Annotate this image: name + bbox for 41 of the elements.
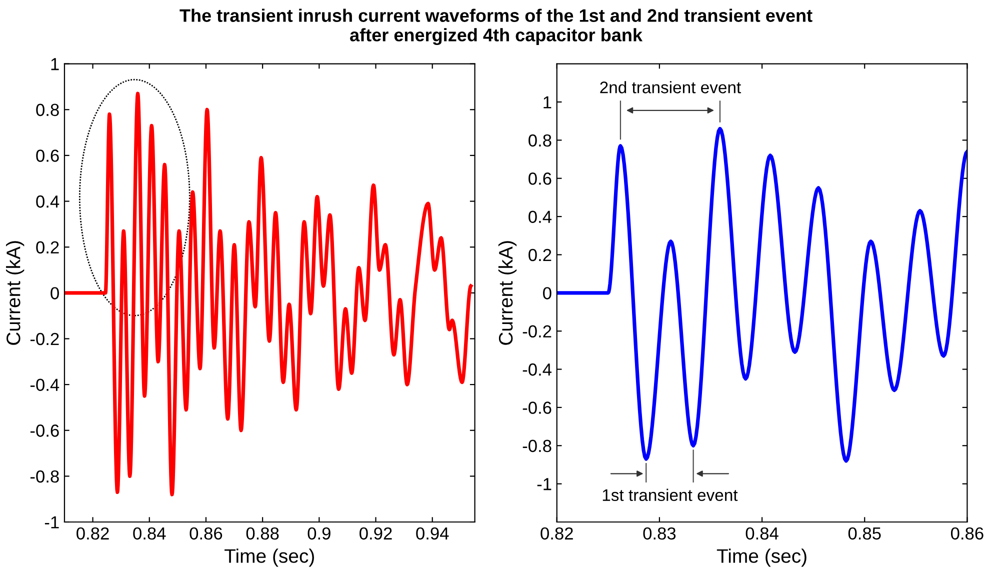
y-tick-label: 0.2 [528, 248, 552, 262]
y-tick-label: -0.6 [30, 424, 59, 437]
annotation: 1st transient event [602, 488, 738, 502]
y-tick-label: -0.8 [30, 470, 59, 483]
y-tick-label: -1 [44, 516, 59, 528]
x-tick-label: 0.94 [416, 527, 449, 540]
y-tick-label: 0.4 [36, 195, 60, 208]
y-tick-label: 0.8 [36, 104, 59, 116]
x-tick-label: 0.83 [643, 527, 676, 540]
y-tick-label: -0.4 [522, 363, 552, 376]
y-tick-label: -1 [537, 478, 552, 490]
y-tick-label: -0.2 [30, 332, 59, 346]
y-tick-label: 0 [543, 287, 552, 300]
y-axis-title: Current (kA) [6, 241, 24, 345]
x-tick-label: 0.92 [360, 527, 392, 540]
y-tick-label: 0.2 [36, 241, 59, 254]
x-axis-title: Time (sec) [716, 548, 806, 567]
y-tick-label: -0.6 [522, 402, 552, 414]
y-axis-title: Current (kA) [498, 241, 517, 345]
y-tick-label: 1 [51, 58, 59, 70]
x-tick-label: 0.86 [190, 527, 222, 540]
x-tick-label: 0.82 [540, 527, 573, 540]
x-tick-label: 0.82 [76, 527, 109, 540]
y-tick-label: -0.2 [522, 325, 552, 338]
x-axis-title: Time (sec) [224, 548, 314, 567]
x-tick-label: 0.86 [950, 527, 984, 540]
y-tick-label: 0 [50, 287, 59, 300]
x-tick-label: 0.84 [133, 527, 166, 540]
y-tick-label: 0.8 [528, 134, 552, 147]
x-tick-label: 0.85 [848, 527, 881, 540]
y-tick-label: 0.4 [528, 210, 552, 223]
y-tick-label: 0.6 [36, 150, 59, 162]
x-tick-label: 0.9 [308, 527, 330, 540]
x-tick-label: 0.88 [246, 527, 279, 540]
y-tick-label: 1 [544, 96, 552, 108]
x-tick-label: 0.84 [746, 527, 778, 540]
y-tick-label: 0.6 [528, 172, 552, 185]
chart-title: The transient inrush current waveforms of the 1st and 2nd transient event after energized 4th capacitor bank [180, 8, 812, 46]
y-tick-label: -0.4 [30, 378, 60, 391]
y-tick-label: -0.8 [522, 440, 552, 452]
annotation: 2nd transient event [600, 81, 741, 94]
